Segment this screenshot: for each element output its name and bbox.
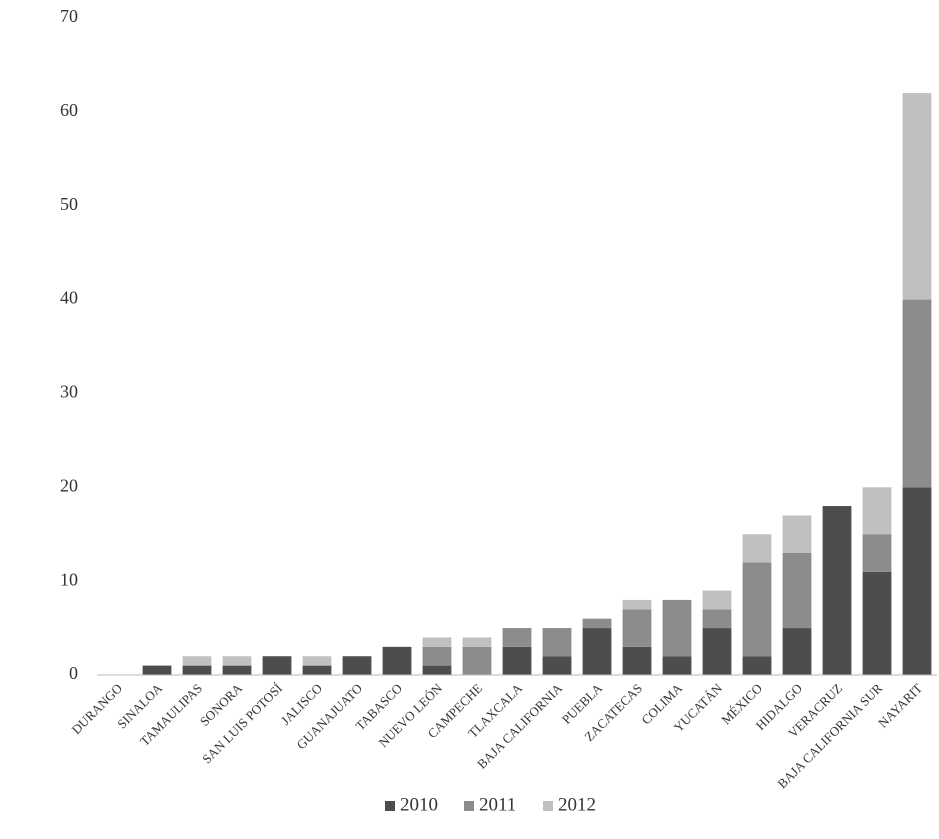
bar-segment [742, 534, 772, 563]
bar-segment [702, 590, 732, 610]
bar-segment [662, 599, 692, 657]
bar-segment [702, 609, 732, 629]
legend-label: 2011 [479, 794, 516, 815]
y-tick-label: 60 [60, 100, 78, 120]
bar-segment [622, 599, 652, 610]
bar-segment [262, 656, 292, 675]
bar-segment [462, 637, 492, 647]
y-tick-label: 40 [60, 288, 78, 308]
bar-segment [742, 656, 772, 675]
bar-segment [862, 571, 892, 675]
bar-segment [422, 665, 452, 675]
bar-segment [182, 656, 212, 666]
y-tick-label: 10 [60, 569, 78, 589]
bar-segment [462, 646, 492, 675]
bar-segment [382, 646, 412, 675]
bar-segment [142, 665, 172, 675]
y-tick-label: 30 [60, 382, 78, 402]
bar-segment [422, 637, 452, 647]
x-tick-label: NAYARIT [875, 680, 925, 730]
legend-swatch [464, 801, 474, 811]
bar-segment [302, 665, 332, 675]
legend-swatch [543, 801, 553, 811]
legend-label: 2012 [558, 794, 596, 815]
bar-segment [542, 656, 572, 675]
bar-segment [862, 534, 892, 572]
bar-segment [622, 646, 652, 675]
bar-segment [222, 665, 252, 675]
bar-segment [902, 93, 932, 300]
bar-segment [182, 665, 212, 675]
bar-segment [342, 656, 372, 675]
bar-segment [902, 299, 932, 488]
y-tick-label: 70 [60, 6, 78, 26]
legend-label: 2010 [400, 794, 438, 815]
bar-segment [862, 487, 892, 535]
y-tick-label: 20 [60, 475, 78, 495]
bar-segment [502, 628, 532, 647]
bar-segment [502, 646, 532, 675]
bar-segment [782, 515, 812, 553]
bar-segment [582, 618, 612, 629]
y-tick-label: 0 [69, 663, 78, 683]
bar-segment [582, 628, 612, 675]
bar-segment [742, 562, 772, 657]
bar-segment [822, 506, 852, 675]
bar-segment [542, 628, 572, 657]
bar-segment [782, 552, 812, 629]
bar-segment [662, 656, 692, 675]
legend-swatch [385, 801, 395, 811]
bar-segment [622, 609, 652, 647]
bar-segment [902, 487, 932, 675]
bar-segment [702, 628, 732, 675]
y-tick-label: 50 [60, 194, 78, 214]
bar-segment [422, 646, 452, 666]
bar-segment [302, 656, 332, 666]
bar-segment [222, 656, 252, 666]
bar-segment [782, 628, 812, 675]
x-tick-label: DURANGO [69, 681, 126, 738]
